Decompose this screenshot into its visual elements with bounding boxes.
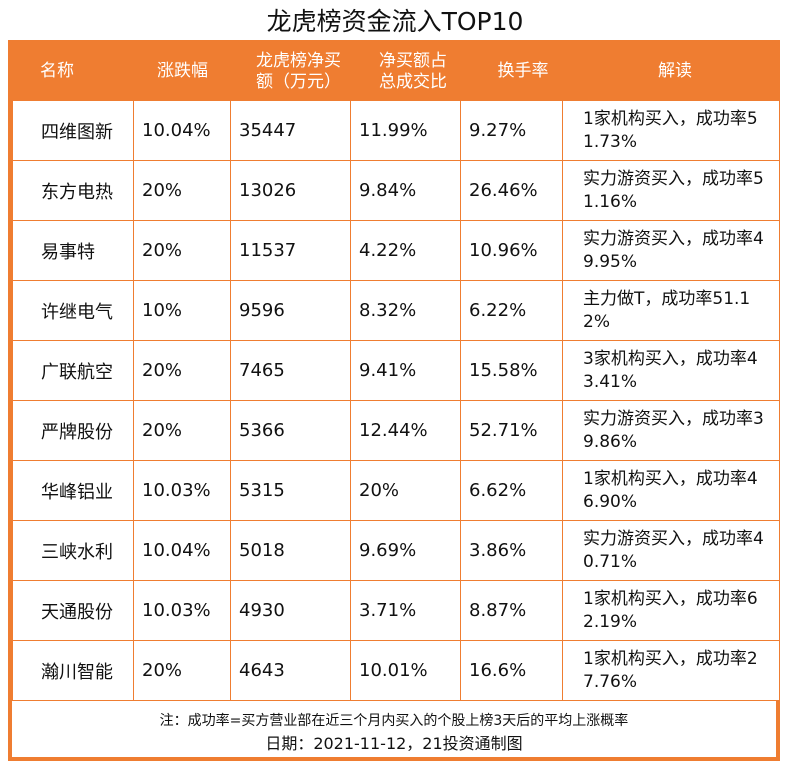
net-buy-cell: 4643 [231, 641, 351, 701]
comment-cell: 1家机构买入，成功率62.19% [563, 581, 780, 641]
table-row: 瀚川智能 20% 4643 10.01% 16.6% 1家机构买入，成功率27.76% [12, 641, 780, 701]
net-buy-cell: 35447 [231, 101, 351, 161]
stock-name: 华峰铝业 [12, 461, 134, 521]
net-buy-cell: 5315 [231, 461, 351, 521]
net-buy-cell: 9596 [231, 281, 351, 341]
turnover-cell: 6.22% [461, 281, 563, 341]
comment-cell: 主力做T，成功率51.12% [563, 281, 780, 341]
comment-cell: 1家机构买入，成功率27.76% [563, 641, 780, 701]
table-footer: 注：成功率=买方营业部在近三个月内买入的个股上榜3天后的平均上涨概率 日期：20… [12, 701, 776, 757]
ratio-cell: 3.71% [351, 581, 461, 641]
comment-cell: 实力游资买入，成功率51.16% [563, 161, 780, 221]
table-row: 四维图新 10.04% 35447 11.99% 9.27% 1家机构买入，成功率51.7… [12, 101, 780, 161]
change-cell: 20% [134, 641, 231, 701]
table-row: 三峡水利 10.04% 5018 9.69% 3.86% 实力游资买入，成功率40.71% [12, 521, 780, 581]
change-cell: 20% [134, 401, 231, 461]
stock-name: 四维图新 [12, 101, 134, 161]
header-comment: 解读 [658, 61, 692, 81]
header-name: 名称 [40, 61, 74, 81]
net-buy-cell: 5366 [231, 401, 351, 461]
turnover-cell: 26.46% [461, 161, 563, 221]
header-net-buy: 龙虎榜净买额（万元） [256, 50, 341, 92]
change-cell: 10.03% [134, 461, 231, 521]
comment-cell: 3家机构买入，成功率43.41% [563, 341, 780, 401]
turnover-cell: 6.62% [461, 461, 563, 521]
change-cell: 20% [134, 161, 231, 221]
ratio-cell: 9.84% [351, 161, 461, 221]
footnote: 注：成功率=买方营业部在近三个月内买入的个股上榜3天后的平均上涨概率 [159, 713, 629, 729]
comment-cell: 1家机构买入，成功率51.73% [563, 101, 780, 161]
change-cell: 20% [134, 341, 231, 401]
turnover-cell: 52.71% [461, 401, 563, 461]
net-buy-cell: 7465 [231, 341, 351, 401]
table-row: 华峰铝业 10.03% 5315 20% 6.62% 1家机构买入，成功率46.90% [12, 461, 780, 521]
change-cell: 10.04% [134, 101, 231, 161]
table-row: 广联航空 20% 7465 9.41% 15.58% 3家机构买入，成功率43.41% [12, 341, 780, 401]
table-header: 名称 涨跌幅 龙虎榜净买额（万元） 净买额占总成交比 换手率 解读 [12, 42, 776, 101]
net-buy-cell: 5018 [231, 521, 351, 581]
ratio-cell: 4.22% [351, 221, 461, 281]
net-buy-cell: 13026 [231, 161, 351, 221]
stock-name: 广联航空 [12, 341, 134, 401]
change-cell: 10.03% [134, 581, 231, 641]
comment-cell: 1家机构买入，成功率46.90% [563, 461, 780, 521]
turnover-cell: 10.96% [461, 221, 563, 281]
turnover-cell: 3.86% [461, 521, 563, 581]
ratio-cell: 10.01% [351, 641, 461, 701]
table-row: 许继电气 10% 9596 8.32% 6.22% 主力做T，成功率51.12% [12, 281, 780, 341]
ratio-cell: 11.99% [351, 101, 461, 161]
stock-name: 瀚川智能 [12, 641, 134, 701]
ratio-cell: 20% [351, 461, 461, 521]
net-buy-cell: 4930 [231, 581, 351, 641]
header-change: 涨跌幅 [157, 61, 208, 81]
comment-cell: 实力游资买入，成功率49.95% [563, 221, 780, 281]
comment-cell: 实力游资买入，成功率40.71% [563, 521, 780, 581]
header-turnover: 换手率 [497, 61, 549, 81]
stock-name: 东方电热 [12, 161, 134, 221]
turnover-cell: 16.6% [461, 641, 563, 701]
ratio-cell: 9.69% [351, 521, 461, 581]
table-row: 易事特 20% 11537 4.22% 10.96% 实力游资买入，成功率49.95% [12, 221, 780, 281]
table-row: 东方电热 20% 13026 9.84% 26.46% 实力游资买入，成功率51.16% [12, 161, 780, 221]
turnover-cell: 15.58% [461, 341, 563, 401]
header-ratio: 净买额占总成交比 [379, 50, 447, 92]
page-title: 龙虎榜资金流入TOP10 [266, 7, 524, 36]
stock-name: 三峡水利 [12, 521, 134, 581]
table-row: 天通股份 10.03% 4930 3.71% 8.87% 1家机构买入，成功率62.19% [12, 581, 780, 641]
credit-line: 日期：2021-11-12，21投资通制图 [265, 734, 523, 753]
stock-name: 易事特 [12, 221, 134, 281]
stock-name: 严牌股份 [12, 401, 134, 461]
change-cell: 20% [134, 221, 231, 281]
net-buy-cell: 11537 [231, 221, 351, 281]
change-cell: 10% [134, 281, 231, 341]
table-row: 严牌股份 20% 5366 12.44% 52.71% 实力游资买入，成功率39.86% [12, 401, 780, 461]
comment-cell: 实力游资买入，成功率39.86% [563, 401, 780, 461]
stock-name: 天通股份 [12, 581, 134, 641]
ratio-cell: 9.41% [351, 341, 461, 401]
ratio-cell: 8.32% [351, 281, 461, 341]
turnover-cell: 9.27% [461, 101, 563, 161]
stock-name: 许继电气 [12, 281, 134, 341]
ratio-cell: 12.44% [351, 401, 461, 461]
turnover-cell: 8.87% [461, 581, 563, 641]
change-cell: 10.04% [134, 521, 231, 581]
